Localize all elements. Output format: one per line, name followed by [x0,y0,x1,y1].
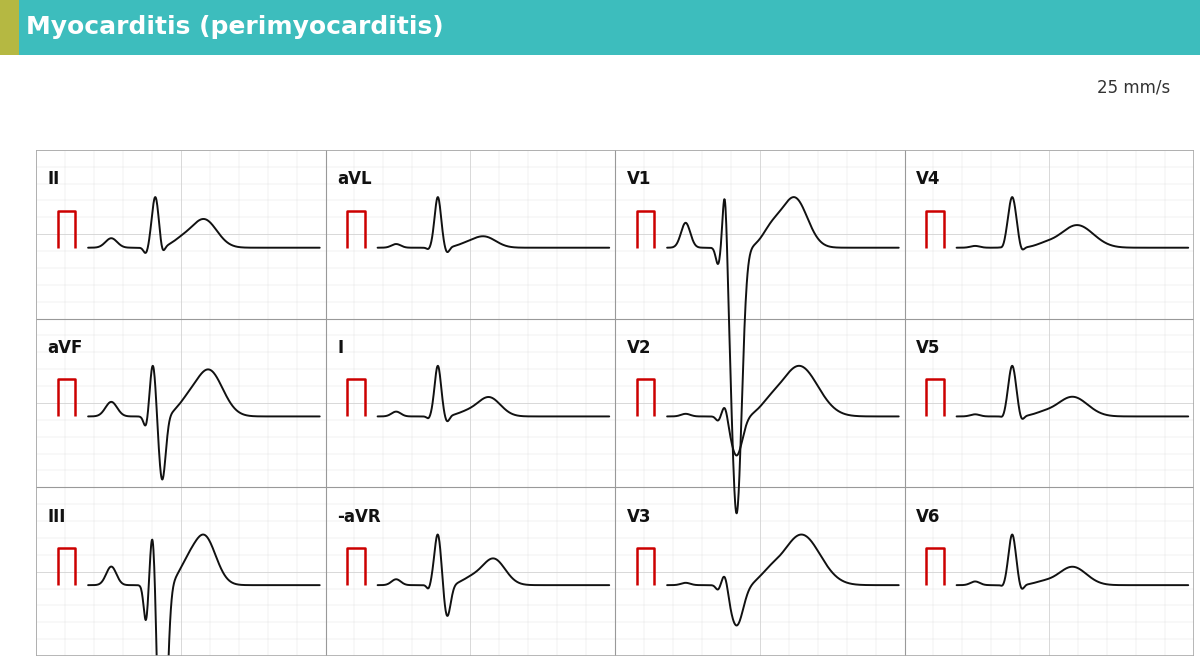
Text: V3: V3 [626,507,652,525]
Text: V6: V6 [916,507,941,525]
Text: V2: V2 [626,339,652,357]
Text: 25 mm/s: 25 mm/s [1097,78,1170,96]
Text: II: II [48,170,60,188]
Text: -aVR: -aVR [337,507,380,525]
Text: III: III [48,507,66,525]
Bar [0,0,19,55]
Text: Myocarditis (perimyocarditis): Myocarditis (perimyocarditis) [26,15,444,39]
Text: aVF: aVF [48,339,83,357]
Text: V5: V5 [916,339,941,357]
Text: V4: V4 [916,170,941,188]
Text: I: I [337,339,343,357]
Text: aVL: aVL [337,170,372,188]
Text: V1: V1 [626,170,650,188]
